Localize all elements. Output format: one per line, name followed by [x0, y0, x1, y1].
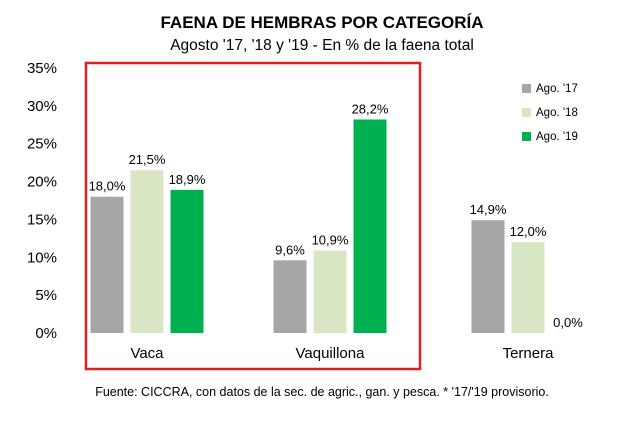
bar — [170, 189, 204, 333]
bar — [471, 220, 505, 333]
category-label: Vaquillona — [296, 345, 366, 362]
bar — [90, 196, 124, 333]
y-axis: 0% 5% 10% 15% 20% 25% 30% 35% — [27, 60, 57, 342]
bar — [353, 119, 387, 333]
data-label: 28,2% — [352, 101, 389, 116]
legend-swatch — [522, 84, 531, 93]
data-labels: 18,0%21,5%18,9% 9,6% 10,9% 28,2% 14,9%12,0% 0… — [89, 101, 584, 330]
category-label: Vaca — [130, 345, 164, 362]
y-tick-label: 30% — [27, 98, 57, 115]
data-label: 0,0% — [553, 315, 583, 330]
chart-title: FAENA DE HEMBRAS POR CATEGORÍA — [160, 13, 483, 32]
y-tick-label: 15% — [27, 211, 57, 228]
chart-subtitle: Agosto '17, '18 y '19 - En % de la faena… — [170, 37, 474, 54]
category-label: Ternera — [503, 345, 555, 362]
legend-label: Ago. '19 — [536, 131, 578, 143]
data-label: 18,0% — [89, 179, 126, 194]
legend-swatch — [522, 108, 531, 117]
y-tick-label: 0% — [35, 325, 57, 342]
category-labels: Vaca Vaquillona Ternera — [130, 345, 554, 362]
legend: Ago. '17 Ago. '18 Ago. '19 — [522, 83, 578, 143]
data-label: 10,9% — [312, 232, 349, 247]
legend-label: Ago. '17 — [536, 83, 578, 95]
data-label: 18,9% — [169, 172, 206, 187]
bar — [273, 260, 307, 333]
data-label: 21,5% — [129, 152, 166, 167]
legend-label: Ago. '18 — [536, 107, 578, 119]
y-tick-label: 20% — [27, 174, 57, 191]
bar — [130, 170, 164, 333]
y-tick-label: 35% — [27, 60, 57, 77]
data-label: 12,0% — [510, 224, 547, 239]
bar — [313, 250, 347, 333]
data-label: 14,9% — [470, 202, 507, 217]
highlight-box — [84, 61, 422, 371]
source-note: Fuente: CICCRA, con datos de la sec. de … — [95, 385, 549, 399]
legend-swatch — [522, 132, 531, 141]
y-tick-label: 5% — [35, 287, 57, 304]
y-tick-label: 10% — [27, 249, 57, 266]
bars — [90, 119, 545, 333]
bar — [511, 242, 545, 333]
y-tick-label: 25% — [27, 136, 57, 153]
data-label: 9,6% — [275, 242, 305, 257]
